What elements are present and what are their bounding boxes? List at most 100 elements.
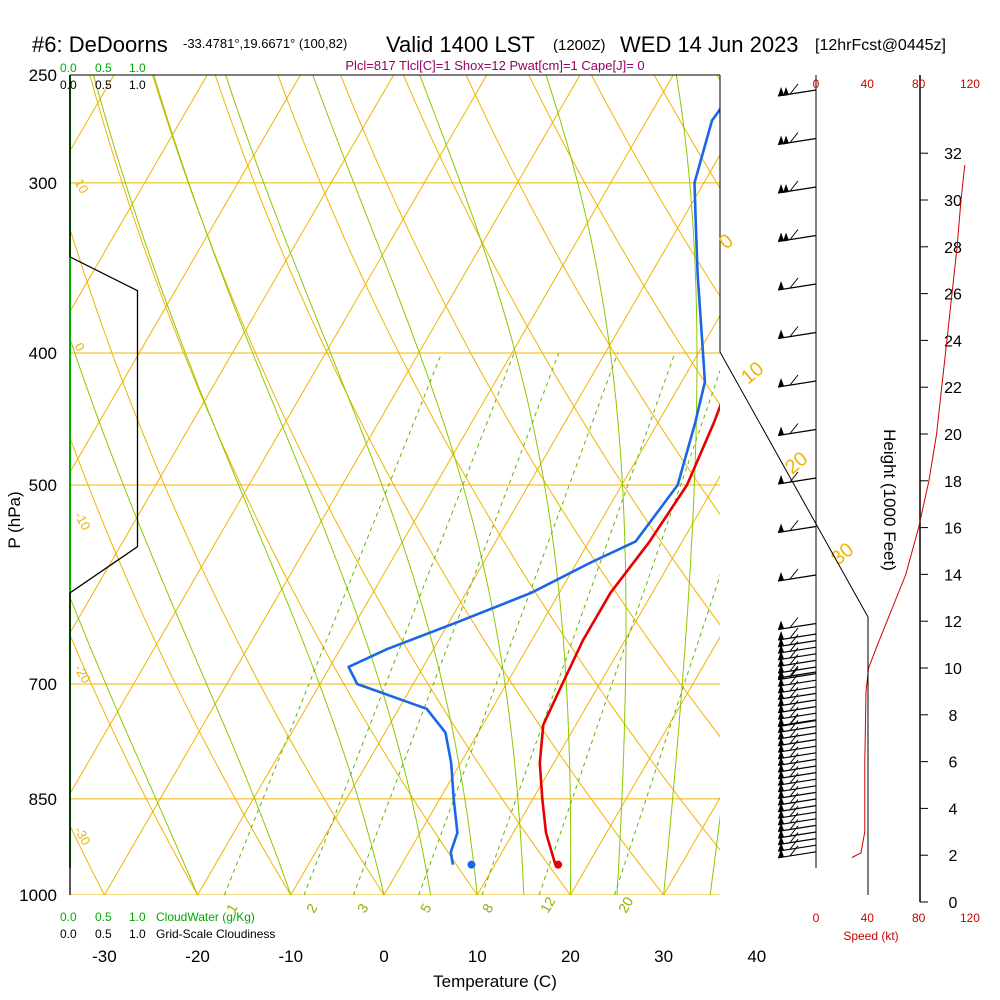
adiabat-label-left: 0	[71, 340, 88, 354]
surface-temperature-dot	[554, 860, 563, 869]
mixing-ratio-label: 3	[354, 901, 372, 916]
dry-adiabat	[70, 436, 292, 895]
wind-barb	[777, 660, 817, 674]
wind-barb	[777, 786, 817, 799]
dry-adiabat	[214, 75, 664, 895]
height-tick-label: 12	[944, 614, 962, 631]
wind-barb	[777, 277, 817, 291]
dry-adiabat	[0, 51, 11, 895]
pressure-tick-label: 1000	[19, 886, 57, 905]
dry-adiabat	[402, 75, 720, 626]
moist-adiabat	[225, 75, 478, 895]
wind-speed-profile	[851, 164, 966, 858]
height-tick-label: 2	[949, 848, 958, 865]
wind-barb	[777, 746, 817, 760]
wind-barb	[777, 819, 817, 832]
wind-barb	[777, 832, 817, 846]
adiabat-label-left: -10	[71, 509, 93, 533]
wind-barb	[777, 779, 817, 793]
mixing-ratio-labels: 1 2 3 5 8 12 20	[223, 894, 637, 916]
wind-barb	[777, 805, 817, 819]
wind-barb	[777, 634, 817, 648]
isotherm-line	[850, 75, 1000, 895]
terrain-outline	[719, 351, 869, 895]
isotherm-line	[103, 75, 581, 895]
cloudiness-bottom-0: 0.0	[60, 927, 77, 941]
cloudiness-top-2: 1.0	[129, 78, 146, 92]
wind-barb	[777, 520, 817, 534]
cloudiness-top-0: 0.0	[60, 78, 77, 92]
height-axis-label: Height (1000 Feet)	[880, 429, 899, 571]
dry-adiabat	[465, 75, 720, 516]
pressure-axis-label: P (hPa)	[5, 491, 24, 548]
height-tick-label: 8	[949, 708, 958, 725]
cloudiness-bottom-2: 1.0	[129, 927, 146, 941]
wind-barb	[777, 423, 817, 437]
mixing-ratio-line	[303, 352, 515, 895]
wind-barb	[777, 687, 817, 700]
adiabat-label-right: 30	[827, 539, 858, 570]
wind-barb	[777, 845, 817, 859]
wind-barb	[777, 812, 817, 826]
adiabat-label-right: 0	[715, 230, 738, 254]
isotherm-line	[476, 475, 720, 895]
wind-speed-tick-top: 120	[960, 77, 980, 91]
wind-barb	[777, 617, 817, 631]
adiabat-label-right: 10	[737, 358, 768, 389]
moist-adiabat	[545, 75, 627, 895]
mixing-ratio-line	[613, 574, 720, 895]
temperature-tick-label: 30	[654, 947, 673, 966]
temperature-tick-label: 10	[468, 947, 487, 966]
thermo-grid	[0, 51, 1000, 895]
wind-barb	[777, 693, 817, 707]
cloudwater-bottom-1: 0.5	[95, 910, 112, 924]
dry-adiabat	[70, 633, 199, 895]
wind-speed-tick-bottom: 120	[960, 911, 980, 925]
wind-barb	[777, 647, 817, 661]
wind-barb	[777, 720, 817, 733]
dry-adiabat	[528, 75, 720, 406]
wind-barb	[777, 326, 817, 340]
valid-time: Valid 1400 LST	[386, 32, 535, 57]
wind-barb	[777, 753, 817, 766]
stability-indices: Plcl=817 Tlcl[C]=1 Shox=12 Pwat[cm]=1 Ca…	[345, 58, 644, 73]
wind-barb	[777, 667, 817, 681]
temperature-tick-label: -10	[279, 947, 304, 966]
wind-barb	[777, 838, 817, 852]
pressure-axis: 250 300 400 500 700 850 1000	[19, 66, 57, 905]
wind-barb	[777, 706, 817, 720]
cloudiness-profile	[69, 75, 139, 895]
surface-dewpoint-dot	[467, 860, 476, 869]
mixing-ratio-line	[538, 369, 720, 895]
wind-barb	[777, 229, 817, 243]
height-tick-label: 30	[944, 193, 962, 210]
moist-adiabat	[419, 75, 572, 895]
wind-barb	[777, 759, 817, 773]
moist-adiabat	[709, 814, 720, 895]
temperature-tick-label: 20	[561, 947, 580, 966]
temperature-tick-label: -20	[185, 947, 210, 966]
wind-barb	[777, 680, 817, 694]
pressure-tick-label: 500	[29, 476, 57, 495]
wind-speed-tick-bottom: 40	[861, 911, 875, 925]
adiabat-label-left: 10	[71, 176, 91, 196]
height-tick-label: 10	[944, 661, 962, 678]
wind-barb	[777, 374, 817, 388]
cloud-scale-bottom: 0.0 0.5 1.0 CloudWater (g/Kg) 0.0 0.5 1.…	[60, 910, 275, 941]
dry-adiabat	[827, 51, 1000, 895]
mixing-ratio-line	[481, 352, 676, 895]
height-tick-label: 6	[949, 755, 958, 772]
wind-speed-tick-top: 40	[861, 77, 875, 91]
isotherm-line	[70, 75, 301, 474]
wind-barb	[777, 700, 817, 714]
height-tick-label: 0	[949, 895, 958, 912]
wind-speed-tick-top: 80	[912, 77, 926, 91]
cloudwater-label: CloudWater (g/Kg)	[156, 910, 255, 924]
height-tick-label: 18	[944, 474, 962, 491]
cloudwater-top-1: 0.5	[95, 61, 112, 75]
wind-barb	[777, 733, 817, 747]
wind-barbs	[777, 83, 817, 859]
